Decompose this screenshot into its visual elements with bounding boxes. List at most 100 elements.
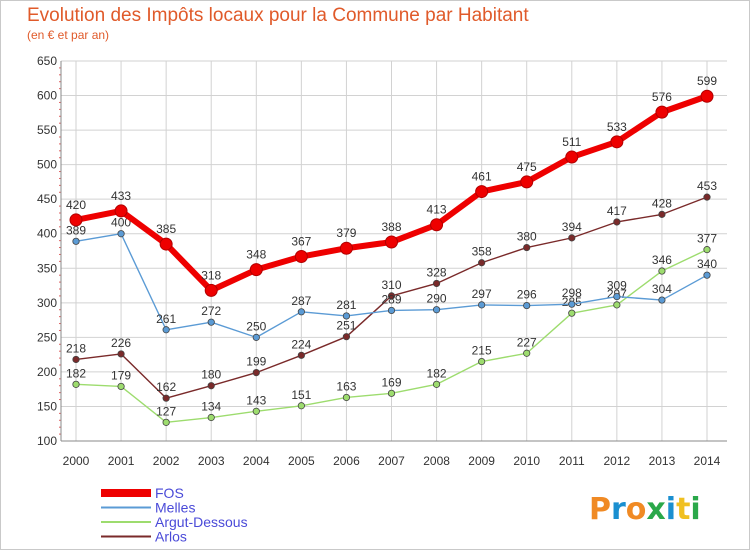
data-point [432, 306, 441, 314]
data-point [72, 237, 80, 245]
data-label: 287 [291, 294, 311, 308]
x-tick-label: 2000 [63, 454, 90, 468]
data-label: 413 [427, 203, 447, 217]
data-point [568, 300, 576, 308]
data-point [385, 235, 398, 249]
data-point [297, 351, 305, 359]
data-point [523, 301, 531, 310]
data-label: 143 [246, 393, 266, 407]
data-label: 226 [111, 336, 131, 350]
data-label: 379 [336, 226, 356, 240]
data-point [252, 368, 260, 377]
data-point [520, 175, 534, 189]
data-point [703, 193, 711, 201]
data-point [387, 389, 396, 397]
data-label: 453 [697, 179, 717, 193]
data-label: 296 [517, 288, 537, 302]
data-point [432, 279, 441, 288]
data-label: 281 [336, 298, 356, 312]
data-label: 599 [697, 74, 717, 88]
data-point [207, 318, 215, 326]
data-label: 151 [291, 388, 311, 402]
x-tick-label: 2007 [378, 454, 405, 468]
x-tick-label: 2002 [153, 454, 180, 468]
data-point [387, 292, 396, 300]
data-point [703, 246, 711, 254]
x-tick-label: 2014 [694, 454, 721, 468]
data-point [610, 135, 624, 149]
data-point [207, 382, 215, 390]
x-tick-label: 2012 [604, 454, 631, 468]
data-label: 318 [201, 268, 221, 282]
data-label: 297 [472, 287, 492, 301]
data-label: 310 [381, 278, 401, 292]
data-point [655, 105, 669, 119]
y-tick-label: 250 [37, 330, 57, 344]
data-label: 304 [652, 282, 672, 296]
data-label: 389 [66, 223, 86, 237]
data-point [69, 213, 83, 227]
data-label: 290 [427, 292, 447, 306]
y-tick-label: 550 [37, 123, 57, 137]
data-label: 199 [246, 355, 266, 369]
chart-title: Evolution des Impôts locaux pour la Comm… [27, 5, 529, 26]
y-tick-label: 450 [37, 192, 57, 206]
data-label: 475 [517, 160, 537, 174]
data-point [658, 210, 666, 218]
x-tick-label: 2001 [108, 454, 135, 468]
data-point [478, 259, 486, 267]
data-point [475, 185, 489, 199]
chart-subtitle: (en € et par an) [27, 28, 110, 42]
data-label: 433 [111, 189, 131, 203]
data-point [72, 355, 80, 364]
data-label: 417 [607, 204, 627, 218]
x-tick-label: 2010 [513, 454, 540, 468]
data-label: 224 [291, 337, 311, 351]
data-point [249, 263, 263, 277]
data-point [565, 150, 579, 164]
data-label: 380 [517, 230, 537, 244]
data-label: 179 [111, 368, 131, 382]
data-label: 127 [156, 404, 176, 418]
x-tick-label: 2009 [468, 454, 495, 468]
data-label: 394 [562, 220, 582, 234]
data-point [162, 394, 170, 402]
data-label: 272 [201, 304, 221, 318]
data-point [342, 312, 351, 320]
data-label: 251 [336, 319, 356, 333]
data-label: 298 [562, 286, 582, 300]
data-label: 227 [517, 335, 537, 349]
data-point [297, 402, 305, 410]
y-tick-label: 100 [37, 434, 57, 448]
data-label: 250 [246, 319, 266, 333]
data-point [339, 241, 353, 255]
data-point [613, 292, 621, 301]
data-label: 511 [562, 135, 581, 149]
data-point [478, 357, 486, 366]
data-point [117, 382, 125, 391]
data-point [252, 333, 260, 341]
data-point [613, 218, 621, 226]
data-label: 162 [156, 380, 176, 394]
data-label: 340 [697, 257, 717, 271]
x-tick-label: 2004 [243, 454, 270, 468]
legend-label: Arlos [155, 529, 187, 545]
data-point [117, 230, 125, 238]
data-label: 533 [607, 120, 627, 134]
data-label: 377 [697, 232, 717, 246]
data-label: 180 [201, 368, 221, 382]
y-tick-label: 600 [37, 89, 57, 103]
data-label: 261 [156, 312, 176, 326]
data-label: 134 [201, 400, 221, 414]
data-point [114, 204, 128, 218]
y-tick-label: 500 [37, 158, 57, 172]
x-tick-label: 2005 [288, 454, 315, 468]
data-point [159, 237, 173, 251]
y-tick-label: 650 [37, 54, 57, 68]
data-point [478, 301, 486, 309]
data-label: 169 [381, 375, 401, 389]
y-tick-label: 200 [37, 365, 57, 379]
data-label: 346 [652, 253, 672, 267]
